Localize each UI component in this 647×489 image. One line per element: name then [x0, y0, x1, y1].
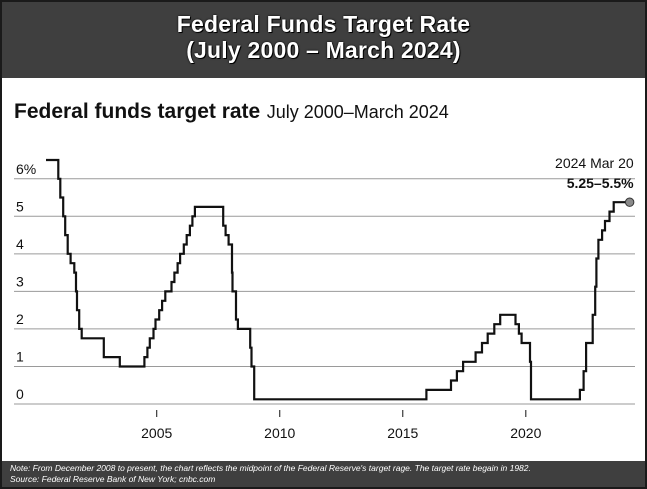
x-tick-label: 2015: [387, 425, 418, 441]
banner-date-range: (July 2000 – March 2024): [186, 37, 461, 63]
annotation-date: 2024 Mar 20: [555, 155, 634, 171]
y-tick-label: 2: [16, 311, 24, 327]
y-axis-ticks: 0 1 2 3 4 5 6%: [16, 161, 36, 402]
x-tick-label: 2005: [141, 425, 172, 441]
y-tick-label: 5: [16, 198, 24, 214]
y-tick-label: 1: [16, 348, 24, 364]
footnote-text: Note: From December 2008 to present, the…: [10, 463, 531, 473]
source-text: Source: Federal Reserve Bank of New York…: [10, 474, 216, 484]
chart-subtitle: July 2000–March 2024: [266, 102, 449, 122]
gridlines: [14, 178, 635, 405]
chart-heading: Federal funds target rate July 2000–Marc…: [14, 100, 449, 124]
y-tick-label: 4: [16, 236, 24, 252]
chart-title: Federal funds target rate: [14, 100, 261, 123]
rate-series-line: [46, 158, 630, 401]
y-tick-label: 3: [16, 273, 24, 289]
latest-rate-marker: [624, 197, 635, 207]
banner-title: Federal Funds Target Rate: [176, 11, 471, 37]
footnote: Note: From December 2008 to present, the…: [2, 461, 645, 487]
y-tick-label: 6%: [16, 161, 36, 177]
x-axis-ticks: 2005 2010 2015 2020: [141, 410, 542, 441]
y-tick-label: 0: [16, 386, 24, 402]
rate-chart: 0 1 2 3 4 5 6% 2005 2010 2015 2020 2024 Mar 20 5.…: [14, 155, 635, 441]
x-tick-label: 2020: [510, 425, 541, 441]
x-tick-label: 2010: [264, 425, 295, 441]
banner: Federal Funds Target Rate (July 2000 – M…: [2, 2, 645, 78]
annotation-value: 5.25–5.5%: [567, 175, 634, 191]
